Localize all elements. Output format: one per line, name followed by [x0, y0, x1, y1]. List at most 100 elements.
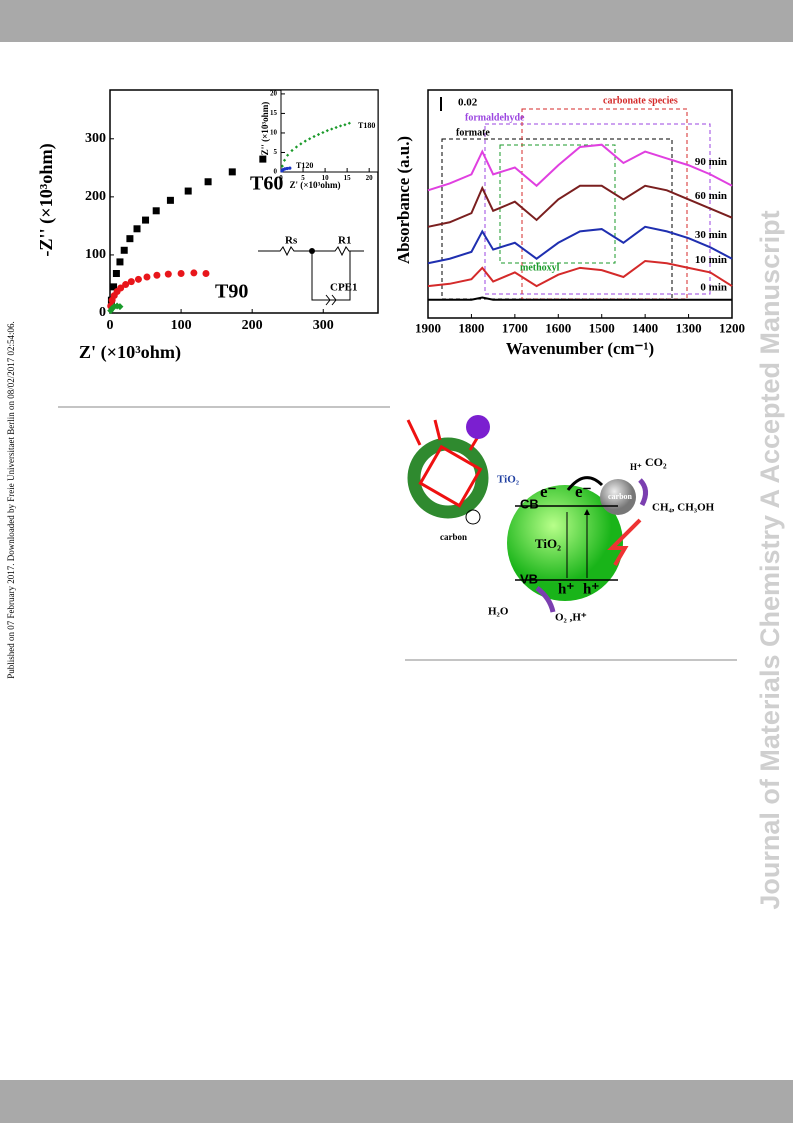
- point: [142, 216, 150, 224]
- diagram-label: CO₂: [645, 455, 667, 469]
- series-label: 30 min: [695, 229, 727, 241]
- annotation: 0.02: [458, 97, 478, 109]
- point: [152, 207, 160, 215]
- diagram-label: carbon: [608, 492, 633, 501]
- annotation: carbonate species: [603, 95, 678, 106]
- diagram-label: e⁻: [540, 482, 557, 501]
- x-tick-label: 0: [107, 318, 114, 333]
- point: [204, 178, 212, 186]
- x-tick-label: 100: [171, 318, 192, 333]
- diagram-label: H⁺: [630, 462, 642, 472]
- spectrum-line: [428, 296, 732, 301]
- annotation: methoxyl: [520, 262, 560, 273]
- spectrum-line: [427, 259, 733, 288]
- watermark: Journal of Materials Chemistry A Accepte…: [755, 210, 785, 909]
- x-tick-label: 10: [322, 174, 330, 182]
- diagram-label: O₂ ,H⁺: [555, 612, 587, 624]
- point: [343, 123, 347, 127]
- y-tick-label: 0: [274, 168, 278, 176]
- x-tick-label: 1600: [545, 321, 571, 336]
- annotation: Rs: [285, 235, 298, 247]
- point: [202, 270, 210, 278]
- y-tick-label: 100: [85, 247, 106, 262]
- x-tick-label: 1800: [458, 321, 484, 336]
- series-label: T60: [250, 173, 283, 195]
- plot-frame: [109, 89, 379, 314]
- x-tick-label: 20: [366, 174, 374, 182]
- series-label: 0 min: [700, 281, 727, 293]
- point: [166, 196, 174, 204]
- x-axis-label: Wavenumber (cm⁻¹): [506, 339, 654, 358]
- plot-frame: [427, 89, 733, 319]
- annotation: formaldehyde: [465, 112, 525, 123]
- point: [282, 158, 287, 162]
- point: [120, 246, 128, 254]
- spectrum-line: [427, 143, 733, 192]
- point: [116, 303, 124, 311]
- spectrum-line: [427, 225, 733, 265]
- series-label: T90: [215, 281, 248, 303]
- series-label: 60 min: [695, 190, 727, 202]
- point: [112, 270, 120, 278]
- header-bar: [0, 0, 793, 42]
- point: [228, 168, 236, 176]
- diagram-label: h⁺: [558, 581, 574, 597]
- point: [294, 145, 299, 149]
- x-tick-label: 0: [279, 174, 283, 182]
- point: [164, 270, 172, 278]
- side-note: Published on 07 February 2017. Downloade…: [6, 321, 16, 678]
- x-axis-label: Z' (×10³ohm): [289, 180, 340, 190]
- annotation: formate: [456, 127, 490, 138]
- point: [285, 166, 289, 171]
- point: [177, 270, 185, 278]
- y-tick-label: 300: [85, 131, 106, 146]
- x-tick-label: 1300: [676, 321, 702, 336]
- point: [116, 258, 124, 266]
- diagram-label: CH₄, CH₃OH: [652, 502, 715, 514]
- x-tick-label: 5: [301, 174, 305, 182]
- diagram: [406, 415, 648, 613]
- x-axis-label: Z' (×10³ohm): [79, 342, 181, 363]
- annotation: CPE1: [330, 282, 358, 294]
- y-axis-label: -Z'' (×10³ohm): [260, 102, 270, 159]
- point: [290, 148, 294, 153]
- y-tick-label: 200: [85, 189, 106, 204]
- series-label: 10 min: [695, 254, 727, 266]
- x-tick-label: 1400: [632, 321, 658, 336]
- point: [334, 125, 338, 130]
- x-tick-label: 15: [344, 174, 352, 182]
- point: [134, 275, 142, 283]
- series-label: 90 min: [695, 156, 727, 168]
- point: [303, 139, 307, 143]
- x-tick-label: 300: [313, 318, 334, 333]
- y-tick-label: 0: [99, 305, 106, 320]
- inset-bg: [281, 90, 378, 172]
- y-tick-label: 20: [270, 90, 278, 98]
- y-axis-label: Absorbance (a.u.): [394, 136, 413, 264]
- point: [126, 235, 134, 243]
- point: [312, 134, 316, 139]
- series-label: T120: [296, 161, 313, 170]
- x-tick-label: 1900: [415, 321, 441, 336]
- y-tick-label: 5: [274, 148, 278, 156]
- point: [288, 166, 292, 170]
- point: [110, 283, 118, 291]
- diagram-label: TiO₂: [535, 536, 561, 551]
- point: [286, 153, 290, 157]
- spectrum-line: [427, 184, 733, 228]
- point: [325, 129, 329, 133]
- point: [143, 273, 151, 281]
- point: [117, 284, 125, 292]
- x-tick-label: 1700: [502, 321, 528, 336]
- diagram-label: carbon: [440, 532, 467, 542]
- diagram-label: VB: [520, 571, 538, 586]
- point: [153, 271, 161, 279]
- x-tick-label: 1500: [589, 321, 615, 336]
- point: [133, 225, 141, 233]
- point: [190, 269, 198, 277]
- diagram-label: TiO₂: [497, 474, 520, 486]
- point: [321, 130, 325, 135]
- x-tick-label: 1200: [719, 321, 745, 336]
